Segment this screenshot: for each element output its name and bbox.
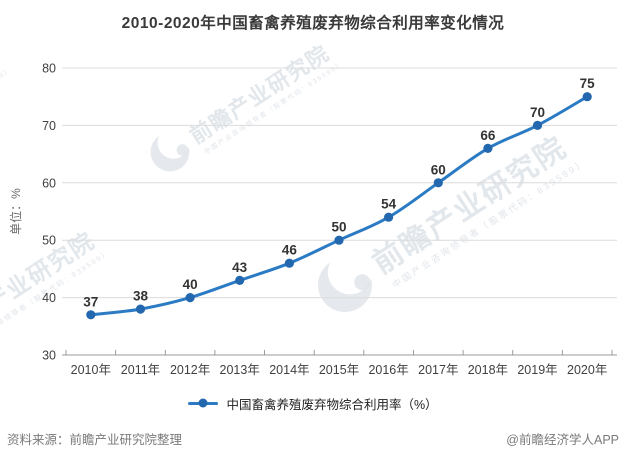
y-axis-unit-label: 单位：% (8, 188, 23, 235)
legend-dot-icon (198, 398, 208, 408)
x-axis-tick-label: 2017年 (418, 363, 458, 377)
x-axis-tick-label: 2016年 (368, 363, 408, 377)
x-axis-tick-label: 2020年 (567, 363, 607, 377)
data-point (86, 310, 96, 320)
x-axis-tick-label: 2013年 (220, 363, 260, 377)
y-axis-tick-label: 80 (42, 62, 56, 76)
data-point (582, 92, 592, 102)
y-axis-tick-label: 30 (42, 349, 56, 363)
x-axis-tick-label: 2011年 (121, 363, 160, 377)
data-label: 40 (183, 277, 198, 292)
watermark-text: 前瞻产业研究院 (366, 130, 572, 281)
footer: 资料来源：前瞻产业研究院整理 @前瞻经济学人APP (0, 429, 626, 448)
chart-title: 2010-2020年中国畜禽养殖废弃物综合利用率变化情况 (121, 15, 505, 32)
line-chart: 前瞻产业研究院中国产业咨询领导者（股票代码：839599）前瞻产业研究院中国产业… (0, 40, 617, 377)
data-label: 54 (381, 197, 397, 212)
x-axis-tick-label: 2019年 (517, 363, 557, 377)
data-label: 46 (282, 243, 298, 258)
data-label: 38 (133, 289, 149, 304)
legend: 中国畜禽养殖废弃物综合利用率（%） (0, 395, 626, 412)
x-axis-tick-label: 2014年 (269, 363, 309, 377)
y-axis-tick-label: 60 (42, 176, 56, 190)
x-axis-tick-label: 2012年 (170, 363, 210, 377)
data-point (235, 275, 245, 285)
y-axis-tick-label: 50 (42, 234, 56, 248)
x-axis-tick-label: 2010年 (71, 363, 111, 377)
data-label: 37 (83, 294, 98, 309)
brand-text: @前瞻经济学人APP (506, 433, 619, 447)
data-point (185, 293, 195, 303)
legend-line-marker-icon (188, 398, 219, 408)
data-point (532, 120, 543, 130)
watermark-subtext: 中国产业咨询领导者（股票代码：839599） (0, 65, 13, 162)
data-point (334, 235, 344, 245)
data-point (433, 178, 443, 188)
watermark-text: 前瞻产业研究院 (0, 46, 2, 155)
data-label: 66 (480, 128, 496, 143)
x-axis-tick-label: 2015年 (319, 363, 359, 377)
legend-label: 中国畜禽养殖废弃物综合利用率（%） (226, 397, 438, 412)
data-point (384, 212, 394, 222)
watermark-text: 前瞻产业研究院 (185, 40, 334, 149)
source-text: 资料来源：前瞻产业研究院整理 (7, 433, 183, 447)
data-point (284, 258, 294, 268)
data-label: 60 (431, 162, 446, 177)
y-axis-tick-label: 70 (42, 119, 56, 133)
data-label: 75 (580, 76, 596, 91)
data-point (483, 143, 493, 153)
data-label: 70 (530, 105, 545, 120)
data-point (135, 304, 146, 314)
data-label: 43 (232, 260, 248, 275)
y-axis-tick-label: 40 (42, 291, 56, 305)
x-axis-tick-label: 2018年 (468, 363, 508, 377)
data-label: 50 (331, 220, 346, 235)
